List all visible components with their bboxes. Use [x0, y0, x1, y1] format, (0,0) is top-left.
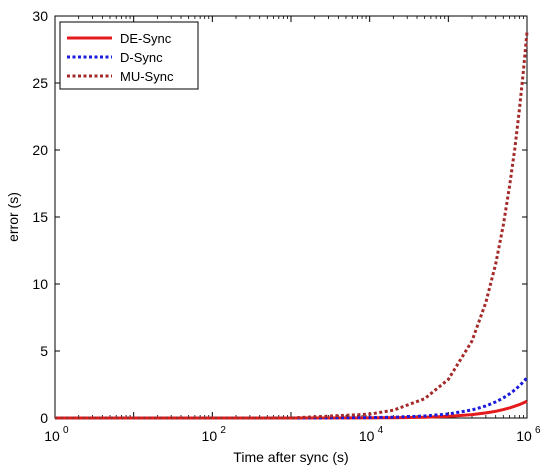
y-tick-label: 10 [32, 276, 48, 292]
series-layer [55, 31, 529, 420]
x-tick-base: 10 [44, 428, 60, 444]
x-tick-label: 10 6 [516, 425, 541, 444]
x-tick-exponent: 0 [63, 425, 69, 436]
legend-label-d-sync: D-Sync [120, 50, 163, 65]
y-tick-label: 20 [32, 142, 48, 158]
x-tick-label: 10 0 [44, 425, 69, 444]
x-tick-label: 10 2 [202, 425, 227, 444]
x-tick-exponent: 6 [535, 425, 541, 436]
legend: DE-Sync D-Sync MU-Sync [59, 21, 199, 90]
x-tick-label: 10 4 [359, 425, 384, 444]
x-tick-base: 10 [359, 428, 375, 444]
y-tick-label: 25 [32, 75, 48, 91]
x-tick-base: 10 [516, 428, 532, 444]
legend-label-mu-sync: MU-Sync [120, 69, 174, 84]
y-axis-label: error (s) [5, 192, 21, 242]
x-tick-exponent: 4 [378, 425, 384, 436]
series-line-mu-sync [55, 31, 529, 420]
y-tick-label: 5 [40, 343, 48, 359]
legend-box [59, 21, 199, 90]
x-tick-base: 10 [202, 428, 218, 444]
y-tick-label: 15 [32, 209, 48, 225]
y-tick-label: 30 [32, 8, 48, 24]
x-axis-label: Time after sync (s) [233, 449, 348, 465]
y-tick-label: 0 [40, 410, 48, 426]
x-tick-exponent: 2 [220, 425, 226, 436]
legend-label-de-sync: DE-Sync [120, 31, 172, 46]
